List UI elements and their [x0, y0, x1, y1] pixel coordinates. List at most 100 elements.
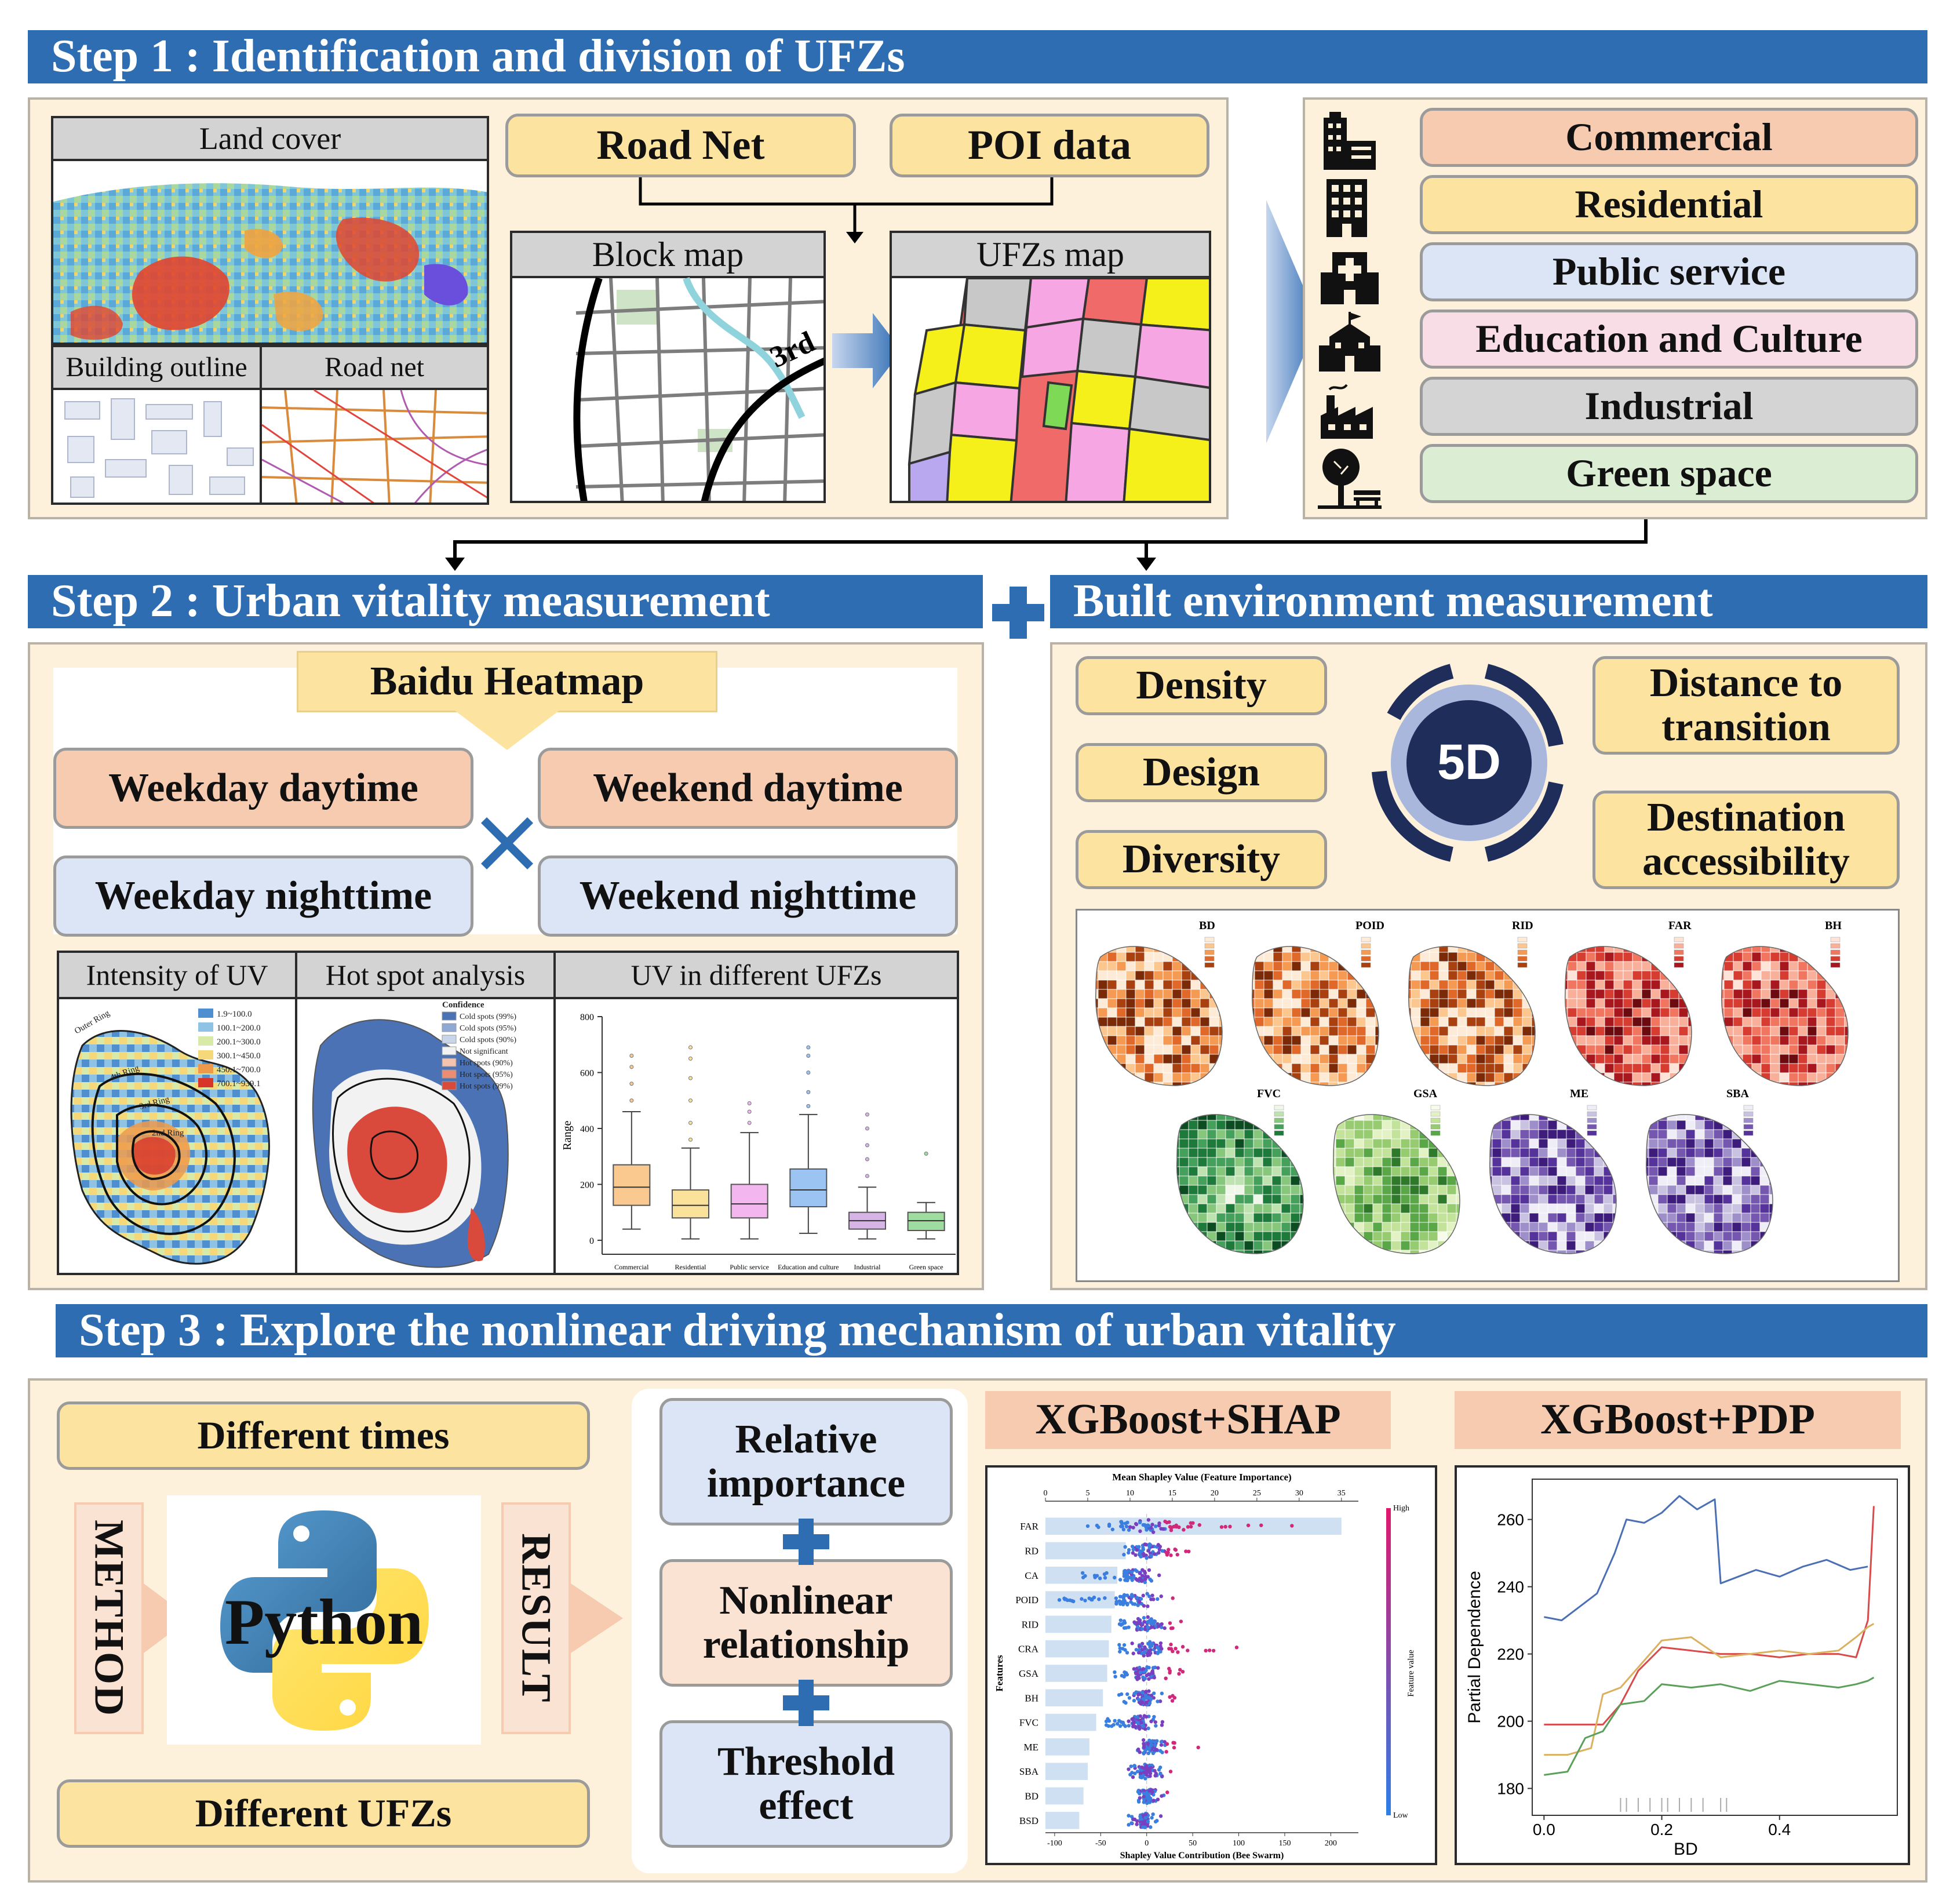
- built-env-map-cell: [1713, 1203, 1723, 1214]
- built-env-map-cell: [1612, 1120, 1616, 1130]
- built-env-map-cell: [1291, 1072, 1302, 1083]
- shap-point: [1234, 1645, 1239, 1650]
- built-env-map-cell: [1253, 1157, 1263, 1167]
- built-env-map-cell: [1494, 989, 1504, 999]
- built-env-map-cell: [1216, 1138, 1226, 1149]
- built-env-map-cell: [1282, 1017, 1292, 1027]
- built-env-map-cell: [1485, 1035, 1495, 1046]
- built-env-map-cell: [1153, 970, 1164, 981]
- built-env-map-cell: [1375, 1017, 1379, 1027]
- built-env-map-cell: [1779, 1054, 1790, 1064]
- built-env-map-cell: [1798, 952, 1808, 962]
- built-env-map-cell: [1216, 1222, 1226, 1232]
- built-env-map-cell: [1492, 1213, 1502, 1223]
- built-env-map-cell: [1282, 1082, 1292, 1086]
- built-env-map-cell: [1163, 1035, 1173, 1046]
- cross-icon: [481, 817, 533, 869]
- built-env-map-cell: [1333, 1114, 1336, 1121]
- built-env-map-cell: [1586, 934, 1595, 943]
- built-env-map-cell: [1457, 934, 1467, 943]
- shap-point: [1150, 1816, 1154, 1820]
- built-env-map-cell: [1742, 980, 1752, 990]
- built-env-map-cell: [1176, 1213, 1180, 1223]
- built-env-map-cell: [1188, 1157, 1198, 1167]
- shap-point: [1145, 1592, 1149, 1596]
- built-env-map-cell: [1704, 1213, 1714, 1223]
- built-env-map-cell: [1172, 1082, 1182, 1086]
- built-env-map-cell: [1382, 1185, 1392, 1195]
- built-env-map-cell: [1216, 1185, 1226, 1195]
- built-env-map-cell: [1420, 1035, 1430, 1046]
- built-env-map-cell: [1335, 1175, 1346, 1186]
- built-env-map-cell: [1575, 1213, 1586, 1223]
- built-env-map-cell: [1299, 1231, 1303, 1242]
- built-env-map-cell: [1604, 1026, 1615, 1036]
- built-env-map-cell: [1153, 1017, 1164, 1027]
- built-env-map-cell: [1604, 961, 1615, 971]
- built-env-map-cell: [1179, 1240, 1189, 1251]
- built-env-map-cell: [1770, 1007, 1780, 1018]
- built-env-map-cell: [1253, 1138, 1263, 1149]
- built-env-map-cell: [1225, 1129, 1236, 1140]
- built-env-map-cell: [1788, 1017, 1799, 1027]
- built-env-map-cell: [1372, 1231, 1383, 1242]
- built-env-map-cell: [1116, 1072, 1127, 1083]
- shap-point: [1062, 1596, 1066, 1600]
- built-env-map-cell: [1419, 1240, 1429, 1251]
- built-env-map-cell: [1510, 1148, 1521, 1158]
- built-env-legend-swatch: [1204, 956, 1215, 962]
- built-env-map-cell: [1779, 1035, 1790, 1046]
- shap-point: [1158, 1772, 1163, 1776]
- shap-point: [1174, 1548, 1178, 1552]
- built-env-map-cell: [1107, 1007, 1117, 1018]
- built-env-map-cell: [1632, 1063, 1642, 1073]
- shap-point: [1127, 1550, 1131, 1555]
- hotspot-legend-label: Cold spots (90%): [460, 1036, 516, 1044]
- built-env-map-cell: [1188, 1231, 1198, 1242]
- built-env-map-cell: [1172, 1072, 1182, 1083]
- built-env-map-cell: [1669, 1007, 1679, 1018]
- shap-point: [1143, 1776, 1147, 1781]
- built-env-map-cell: [1244, 1114, 1254, 1121]
- built-env-map-cell: [1632, 961, 1642, 971]
- built-env-map-cell: [1669, 1017, 1679, 1027]
- built-env-map-cell: [1273, 989, 1283, 999]
- built-env-map: GSA: [1333, 1087, 1460, 1254]
- built-env-map-cell: [1798, 1035, 1808, 1046]
- built-env-map-cell: [1595, 1054, 1605, 1064]
- built-env-map-cell: [1218, 952, 1222, 962]
- built-env-map-cell: [1575, 1157, 1586, 1167]
- shap-point: [1138, 1622, 1142, 1626]
- five-d-label: 5D: [1437, 734, 1501, 790]
- built-env-map-cell: [1356, 1026, 1366, 1036]
- built-env-map-cell: [1365, 1026, 1376, 1036]
- built-env-map-cell: [1522, 980, 1532, 990]
- built-env-legend-swatch: [1517, 962, 1528, 968]
- built-env-map-cell: [1688, 1082, 1692, 1086]
- built-env-map-cell: [1428, 1148, 1438, 1158]
- built-env-map-cell: [1732, 1175, 1742, 1186]
- built-env-map-cell: [1604, 1044, 1615, 1055]
- built-env-map-cell: [1409, 1129, 1420, 1140]
- built-env-map-cell: [1742, 970, 1752, 981]
- built-env-map-cell: [1328, 980, 1339, 990]
- built-env-map-cell: [1254, 989, 1264, 999]
- built-env-map-cell: [1335, 1157, 1346, 1167]
- built-env-map-cell: [1400, 1175, 1411, 1186]
- built-env-map-cell: [1660, 934, 1670, 943]
- built-env-map-cell: [1328, 1063, 1339, 1073]
- shap-point: [1105, 1571, 1109, 1575]
- built-env-map-cell: [1098, 961, 1108, 971]
- built-env-legend-swatch: [1274, 1105, 1284, 1111]
- shap-point: [1168, 1621, 1172, 1625]
- built-env-map-cell: [1282, 1072, 1292, 1083]
- uv-intensity-map: Intensity of UV Outer Ring 4th Ring 3rd …: [57, 951, 297, 1275]
- built-env-map-cell: [1492, 1102, 1502, 1111]
- built-env-map-cell: [1510, 1120, 1521, 1130]
- built-env-map-cell: [1584, 1213, 1595, 1223]
- built-env-map-cell: [1722, 1148, 1733, 1158]
- built-env-map-cell: [1176, 1166, 1180, 1177]
- built-env-map-cell: [1098, 980, 1108, 990]
- built-env-map-cell: [1300, 1082, 1311, 1086]
- built-env-map-cell: [1722, 1138, 1733, 1149]
